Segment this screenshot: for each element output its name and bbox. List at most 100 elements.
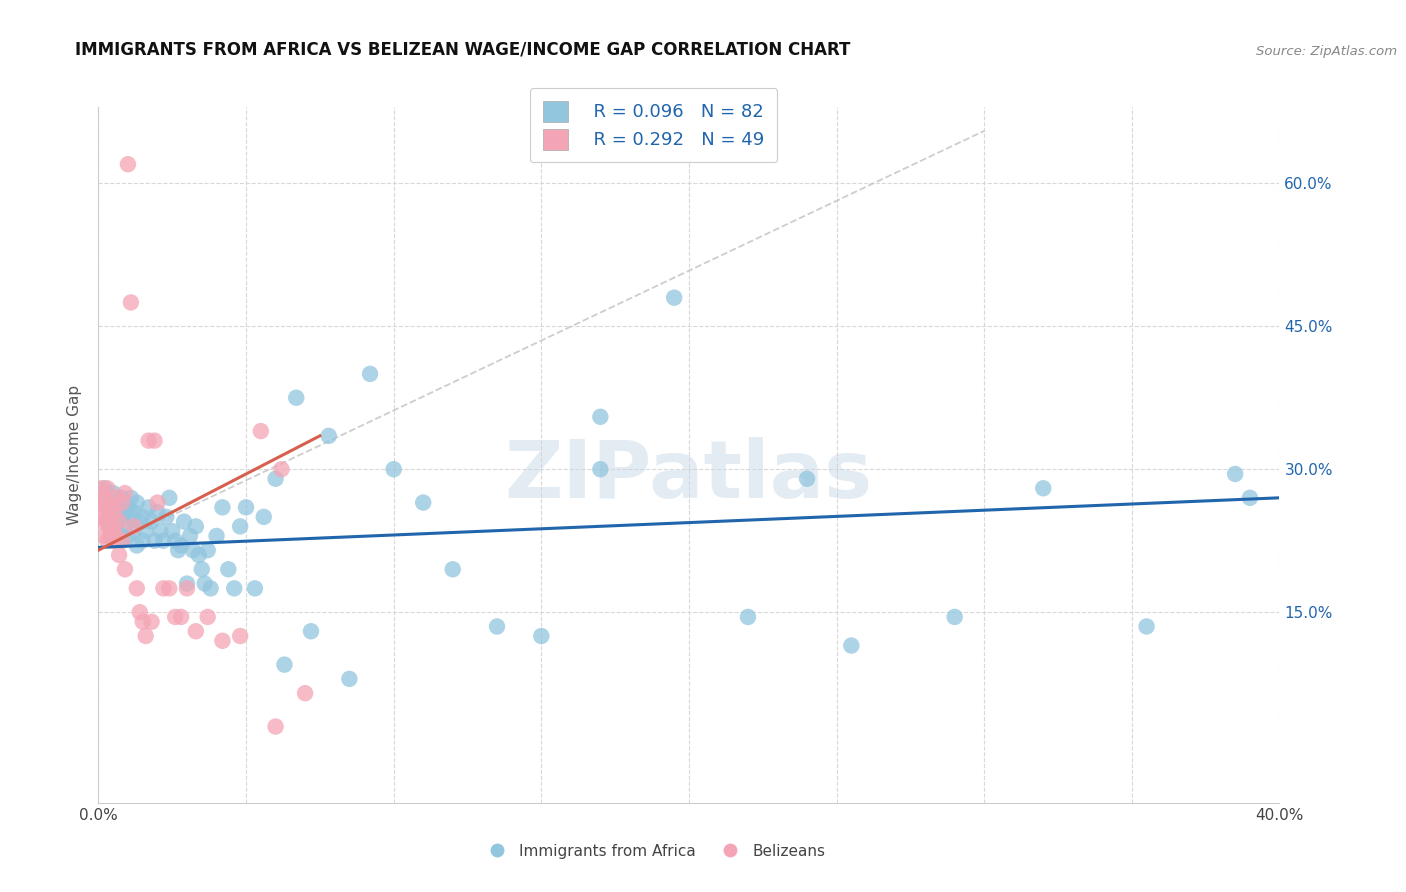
Point — [125, 495, 148, 509]
Point — [197, 610, 219, 624]
Point — [224, 582, 246, 596]
Point — [737, 610, 759, 624]
Point — [103, 533, 125, 548]
Point — [1032, 481, 1054, 495]
Point — [98, 505, 121, 519]
Point — [318, 429, 340, 443]
Point — [187, 548, 209, 562]
Point — [90, 481, 112, 495]
Point — [138, 500, 160, 515]
Point — [1239, 491, 1261, 505]
Point — [285, 391, 308, 405]
Point — [1225, 467, 1247, 481]
Point — [270, 462, 292, 476]
Point — [152, 582, 174, 596]
Point — [132, 533, 155, 548]
Point — [176, 582, 198, 596]
Point — [211, 500, 233, 515]
Point — [191, 562, 214, 576]
Point — [128, 605, 150, 619]
Point — [167, 543, 190, 558]
Point — [96, 491, 118, 505]
Point — [162, 524, 183, 538]
Point — [146, 495, 169, 509]
Point — [108, 515, 131, 529]
Point — [165, 610, 187, 624]
Point — [382, 462, 405, 476]
Point — [89, 495, 111, 509]
Point — [1136, 619, 1159, 633]
Point — [243, 582, 266, 596]
Point — [111, 495, 134, 509]
Point — [125, 582, 148, 596]
Point — [128, 515, 150, 529]
Point — [184, 519, 207, 533]
Point — [96, 515, 118, 529]
Point — [96, 481, 118, 495]
Point — [103, 519, 125, 533]
Point — [104, 505, 127, 519]
Point — [179, 529, 201, 543]
Point — [253, 509, 276, 524]
Point — [273, 657, 295, 672]
Point — [170, 539, 193, 553]
Point — [105, 519, 128, 533]
Point — [117, 529, 139, 543]
Point — [359, 367, 381, 381]
Point — [105, 529, 128, 543]
Point — [90, 495, 112, 509]
Point — [264, 720, 287, 734]
Point — [98, 529, 121, 543]
Point — [135, 629, 157, 643]
Point — [108, 529, 131, 543]
Point — [90, 509, 112, 524]
Point — [143, 434, 166, 448]
Point — [589, 462, 612, 476]
Point — [135, 524, 157, 538]
Point — [165, 533, 187, 548]
Point — [943, 610, 966, 624]
Point — [264, 472, 287, 486]
Text: IMMIGRANTS FROM AFRICA VS BELIZEAN WAGE/INCOME GAP CORRELATION CHART: IMMIGRANTS FROM AFRICA VS BELIZEAN WAGE/… — [75, 40, 851, 58]
Point — [157, 582, 180, 596]
Point — [486, 619, 509, 633]
Point — [155, 509, 177, 524]
Point — [117, 500, 139, 515]
Point — [229, 519, 252, 533]
Point — [152, 533, 174, 548]
Point — [412, 495, 434, 509]
Point — [229, 629, 252, 643]
Point — [441, 562, 464, 576]
Point — [217, 562, 239, 576]
Point — [132, 509, 155, 524]
Point — [93, 529, 115, 543]
Point — [111, 533, 134, 548]
Point — [105, 491, 128, 505]
Point — [157, 491, 180, 505]
Point — [94, 500, 117, 515]
Legend: Immigrants from Africa, Belizeans: Immigrants from Africa, Belizeans — [475, 838, 832, 864]
Point — [96, 533, 118, 548]
Point — [149, 524, 172, 538]
Point — [294, 686, 316, 700]
Point — [138, 434, 160, 448]
Point — [108, 495, 131, 509]
Point — [111, 533, 134, 548]
Point — [146, 505, 169, 519]
Point — [114, 519, 136, 533]
Point — [143, 533, 166, 548]
Point — [200, 582, 222, 596]
Point — [100, 500, 122, 515]
Point — [141, 615, 163, 629]
Point — [91, 515, 114, 529]
Point — [105, 505, 128, 519]
Point — [194, 576, 217, 591]
Point — [211, 633, 233, 648]
Point — [93, 491, 115, 505]
Y-axis label: Wage/Income Gap: Wage/Income Gap — [67, 384, 83, 525]
Point — [122, 524, 145, 538]
Point — [93, 481, 115, 495]
Point — [205, 529, 228, 543]
Point — [184, 624, 207, 639]
Point — [235, 500, 257, 515]
